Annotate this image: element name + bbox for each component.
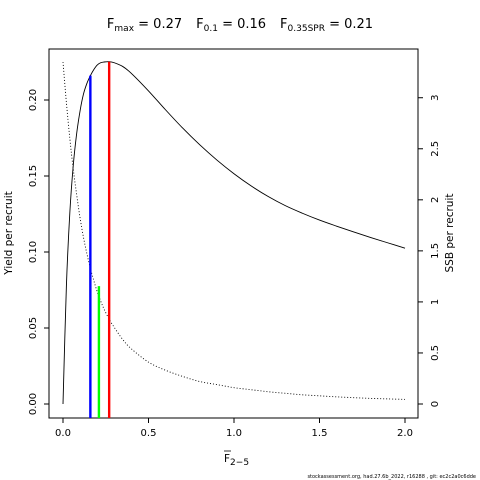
y-right-axis: 0 0.5 1 1.5 2 2.5 3 xyxy=(418,95,441,407)
xlabel-symbol: F xyxy=(224,453,230,465)
title-fmax-value: = 0.27 xyxy=(134,17,182,32)
y-left-tick-label: 0.10 xyxy=(28,241,39,263)
title-fspr-subscript: 0.35SPR xyxy=(288,24,325,34)
title-f01-symbol: F xyxy=(196,17,203,32)
title-fmax-symbol: F xyxy=(107,17,114,32)
title-f01-subscript: 0.1 xyxy=(204,24,218,34)
series-layer xyxy=(62,61,406,405)
footer-note: stockassessment.org, had.27.6b_2022, r16… xyxy=(307,474,476,480)
y-left-axis: 0.00 0.05 0.10 0.15 0.20 xyxy=(28,89,49,415)
x-tick-label: 1.5 xyxy=(312,428,328,439)
ssb-per-recruit-line xyxy=(62,61,406,400)
y-left-tick-label: 0.00 xyxy=(28,393,39,415)
x-tick-label: 0.0 xyxy=(55,428,71,439)
y-right-tick-label: 1.5 xyxy=(430,243,441,259)
yield-per-recruit-line xyxy=(62,61,406,405)
x-tick-label: 2.0 xyxy=(397,428,413,439)
title-fspr-value: = 0.21 xyxy=(325,17,373,32)
reference-lines xyxy=(89,61,111,418)
y-left-tick-label: 0.20 xyxy=(28,89,39,111)
y-left-tick-label: 0.05 xyxy=(28,317,39,339)
xlabel-subscript: 2−5 xyxy=(230,458,249,468)
x-tick-label: 0.5 xyxy=(141,428,157,439)
x-axis-title: F2−5 xyxy=(224,453,249,468)
title-f01-value: = 0.16 xyxy=(218,17,266,32)
title-fmax-subscript: max xyxy=(114,24,134,34)
y-right-tick-label: 0 xyxy=(430,401,441,407)
plot-frame xyxy=(48,48,419,419)
y-right-tick-label: 1 xyxy=(430,299,441,305)
x-axis: 0.0 0.5 1.0 1.5 2.0 xyxy=(55,418,413,439)
y-right-tick-label: 2.5 xyxy=(430,141,441,157)
chart-title: Fmax = 0.27 F0.1 = 0.16 F0.35SPR = 0.21 xyxy=(107,17,373,34)
y-right-tick-label: 2 xyxy=(430,197,441,203)
y-right-axis-title: SSB per recruit xyxy=(444,194,456,273)
x-tick-label: 1.0 xyxy=(226,428,242,439)
y-right-tick-label: 3 xyxy=(430,95,441,101)
y-left-axis-title: Yield per recruit xyxy=(3,191,15,275)
y-right-tick-label: 0.5 xyxy=(430,345,441,361)
title-fspr-symbol: F xyxy=(280,17,287,32)
y-left-tick-label: 0.15 xyxy=(28,165,39,187)
